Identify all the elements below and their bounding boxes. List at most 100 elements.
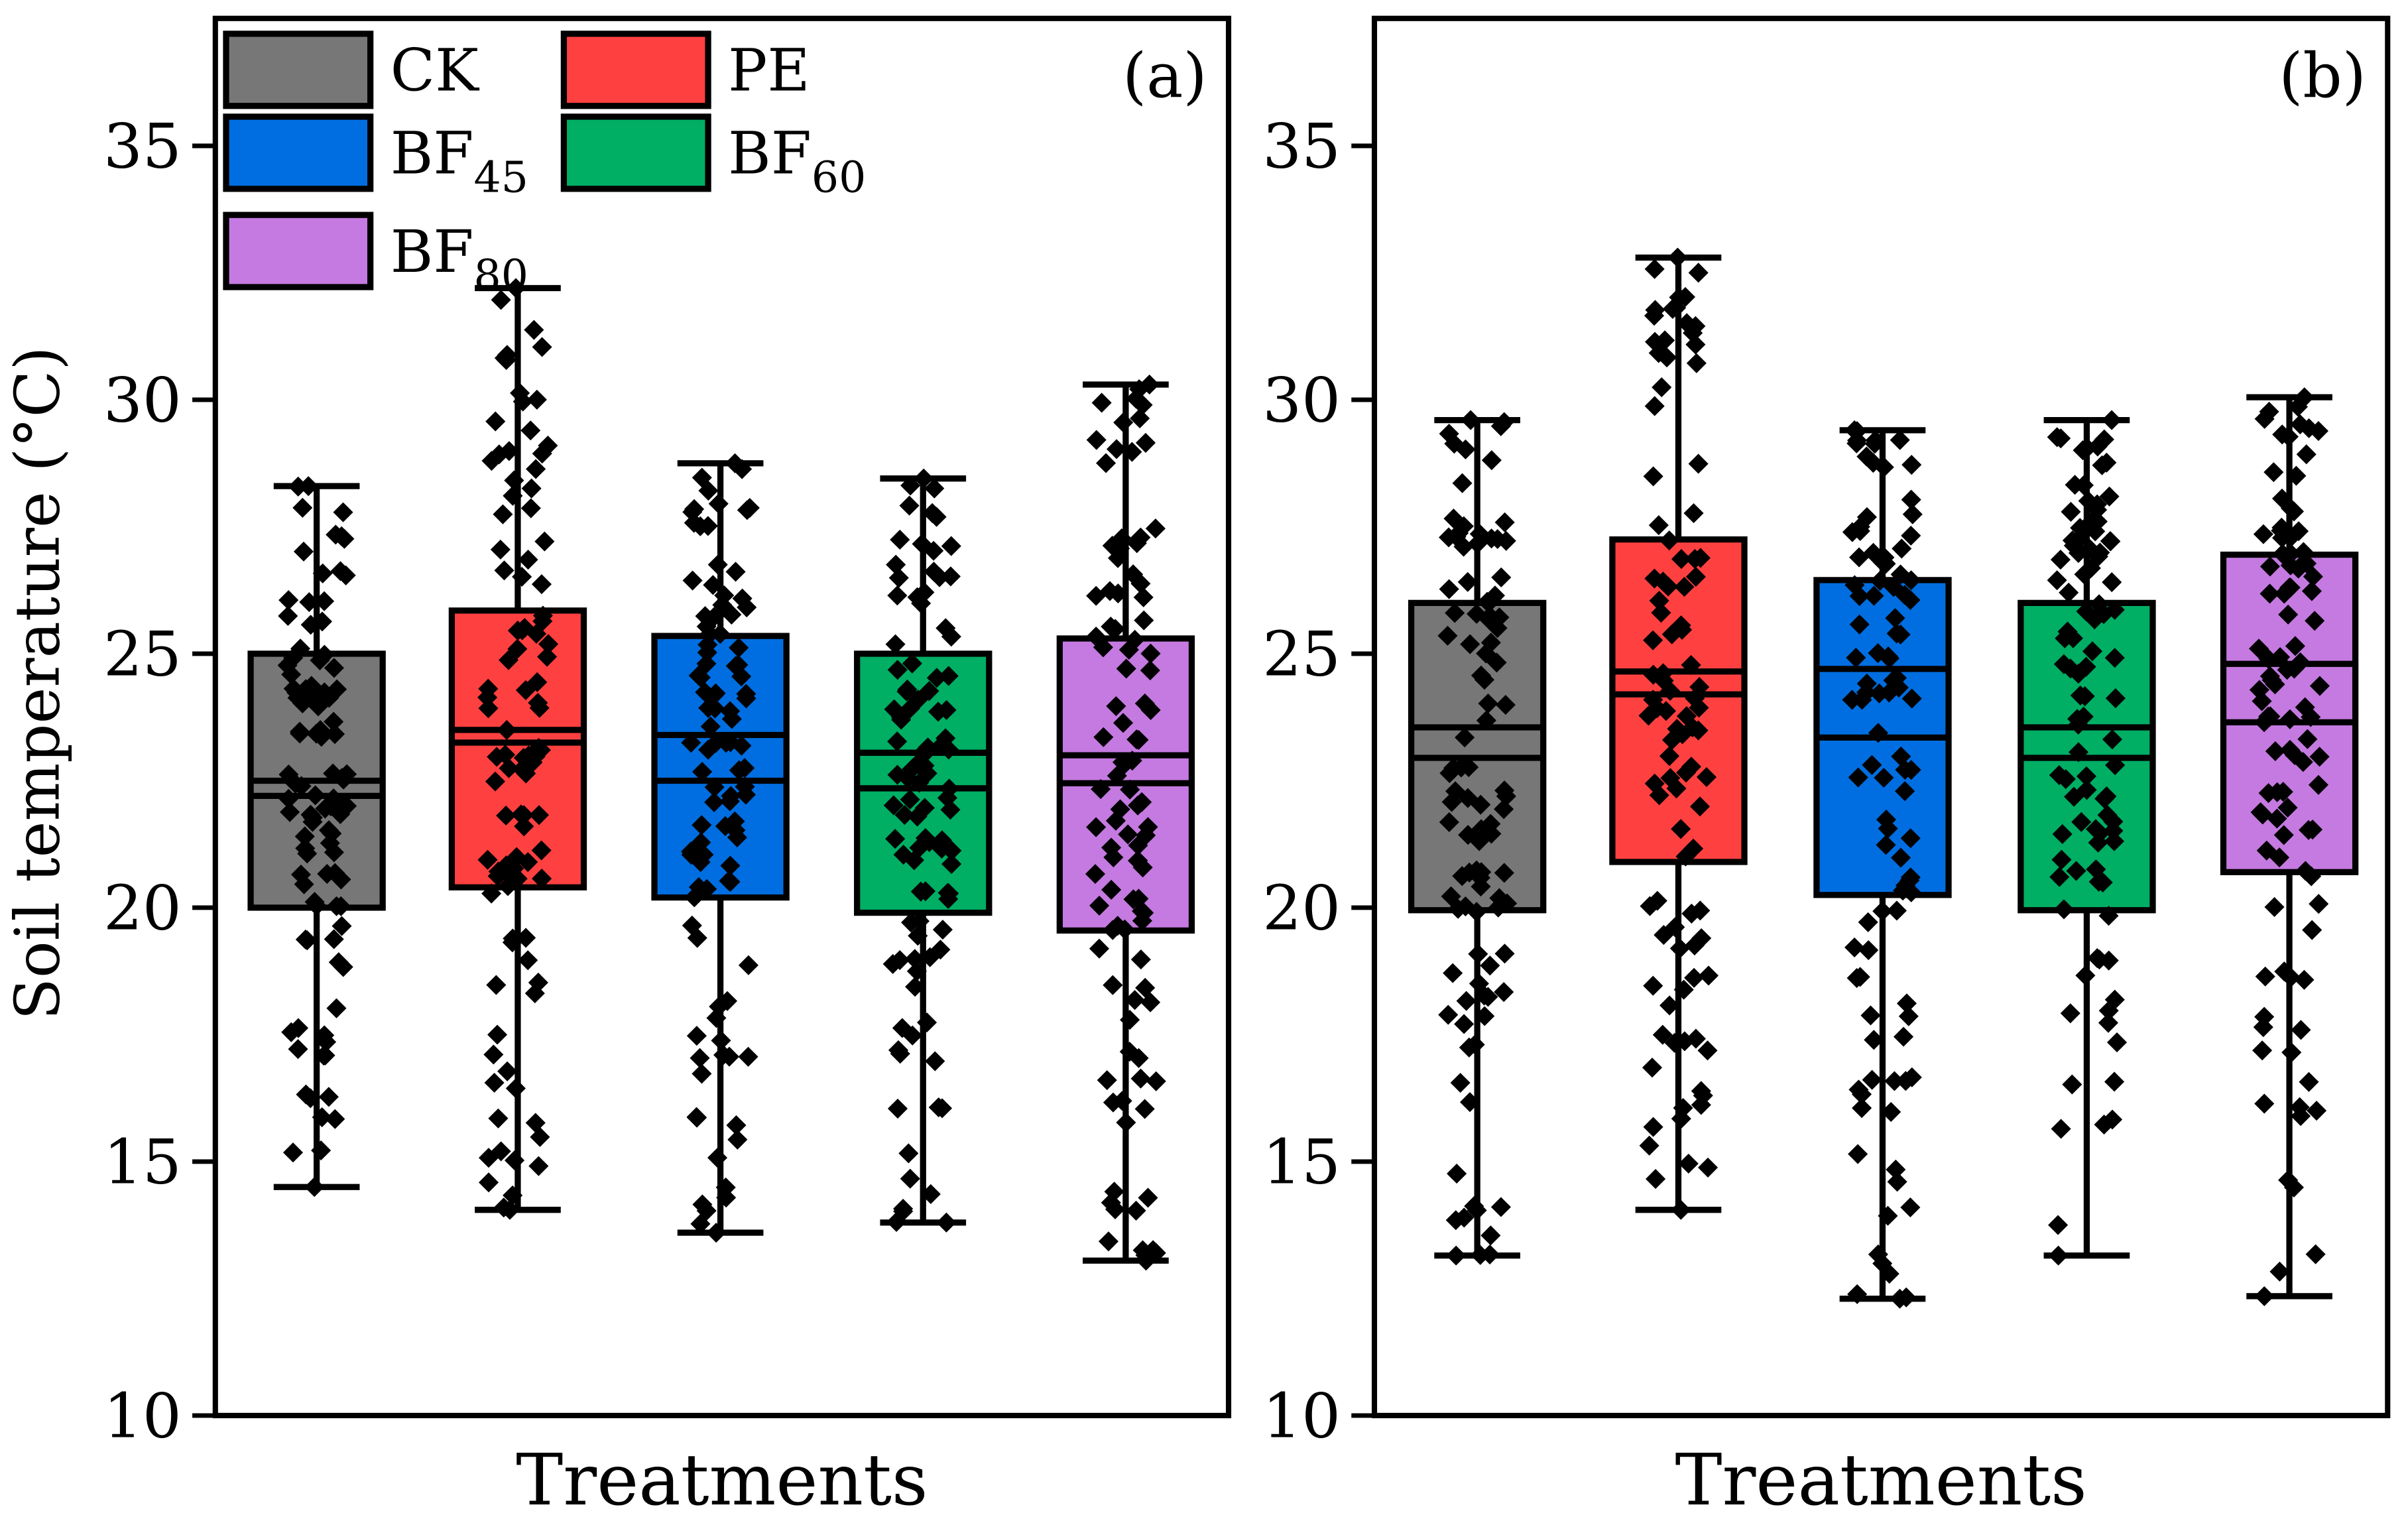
data-point	[295, 929, 316, 949]
data-point	[502, 932, 522, 953]
data-point	[2305, 1244, 2326, 1264]
data-point	[1697, 1040, 1718, 1061]
data-point	[512, 391, 533, 412]
data-point	[1659, 530, 1679, 551]
y-tick-label: 15	[103, 1126, 182, 1197]
data-point	[1096, 453, 1116, 473]
data-point	[941, 536, 961, 556]
data-point	[2254, 1093, 2275, 1114]
data-point	[1497, 893, 1518, 914]
data-point	[898, 1143, 919, 1164]
data-point	[1852, 1098, 1872, 1119]
data-point	[520, 420, 541, 441]
data-point	[891, 709, 912, 730]
data-point	[324, 658, 344, 678]
data-point	[493, 504, 513, 524]
data-point	[1890, 564, 1911, 585]
data-point	[1881, 1102, 1901, 1123]
data-point	[1490, 416, 1511, 436]
data-point	[731, 666, 752, 687]
data-point	[1494, 982, 1514, 1003]
data-point	[1664, 1032, 1685, 1054]
data-point	[690, 1048, 710, 1068]
data-point	[687, 1107, 707, 1128]
data-point	[483, 1044, 504, 1065]
data-point	[1134, 610, 1154, 631]
data-point	[2290, 414, 2311, 435]
data-point	[1126, 1200, 1146, 1221]
data-point	[1437, 625, 1458, 646]
data-point	[690, 852, 711, 873]
data-point	[2094, 788, 2115, 809]
legend-label: BF60	[728, 119, 866, 203]
data-point	[1113, 412, 1134, 433]
data-point	[735, 776, 755, 797]
y-tick-label: 20	[103, 872, 182, 944]
data-point	[2254, 1286, 2275, 1306]
data-point	[914, 468, 934, 489]
legend-label-base: BF	[728, 119, 812, 188]
data-point	[1130, 527, 1151, 548]
data-point	[479, 1172, 499, 1193]
legend-item-bf45: BF45	[223, 113, 528, 202]
data-point	[716, 1188, 737, 1208]
data-point	[732, 459, 752, 479]
data-point	[1849, 547, 1870, 568]
data-point	[1480, 1225, 1501, 1246]
data-point	[318, 1087, 339, 1107]
data-point	[905, 977, 926, 997]
data-point	[491, 290, 511, 310]
legend-swatch	[223, 113, 374, 192]
legend-item-pe: PE	[560, 30, 810, 109]
data-point	[2076, 766, 2097, 786]
data-point	[325, 724, 345, 745]
data-point	[2287, 396, 2309, 417]
legend-label: PE	[728, 36, 810, 105]
data-point	[697, 879, 717, 899]
data-point	[290, 639, 311, 659]
data-point	[916, 1012, 937, 1033]
data-point	[1494, 512, 1515, 532]
data-point	[2289, 521, 2309, 542]
data-point	[2307, 1101, 2327, 1121]
data-point	[505, 1078, 526, 1099]
data-point	[328, 952, 349, 973]
legend-swatch	[223, 212, 374, 290]
data-point	[2102, 572, 2122, 593]
data-point	[487, 866, 508, 886]
data-point	[2065, 475, 2085, 495]
data-point	[478, 678, 499, 699]
data-point	[1124, 990, 1145, 1010]
data-point	[497, 719, 517, 741]
data-point	[324, 842, 344, 863]
data-point	[1091, 779, 1111, 800]
data-point	[1688, 454, 1709, 474]
data-point	[1872, 1253, 1893, 1274]
data-point	[1643, 1117, 1663, 1137]
data-point	[1848, 1144, 1868, 1164]
data-point	[913, 742, 933, 763]
data-point	[2271, 517, 2292, 538]
data-point	[499, 758, 519, 778]
legend-item-bf60: BF60	[560, 113, 866, 203]
data-point	[489, 444, 509, 465]
legend-swatch	[560, 30, 711, 109]
data-point	[1684, 967, 1705, 988]
data-point	[1894, 1026, 1914, 1047]
data-point	[1900, 1197, 1921, 1218]
data-point	[1130, 1068, 1151, 1089]
data-point	[1134, 1099, 1155, 1119]
data-point	[506, 278, 526, 298]
data-point	[1862, 755, 1882, 775]
y-tick-label: 25	[103, 618, 182, 690]
data-point	[302, 690, 322, 710]
data-point	[1858, 912, 1878, 932]
data-point	[1447, 1164, 1467, 1184]
box-bf80	[1056, 374, 1195, 1271]
y-tick-label: 35	[103, 110, 182, 182]
data-point	[1696, 766, 1717, 788]
data-point	[915, 827, 936, 849]
data-point	[530, 1127, 550, 1147]
data-point	[324, 929, 344, 949]
